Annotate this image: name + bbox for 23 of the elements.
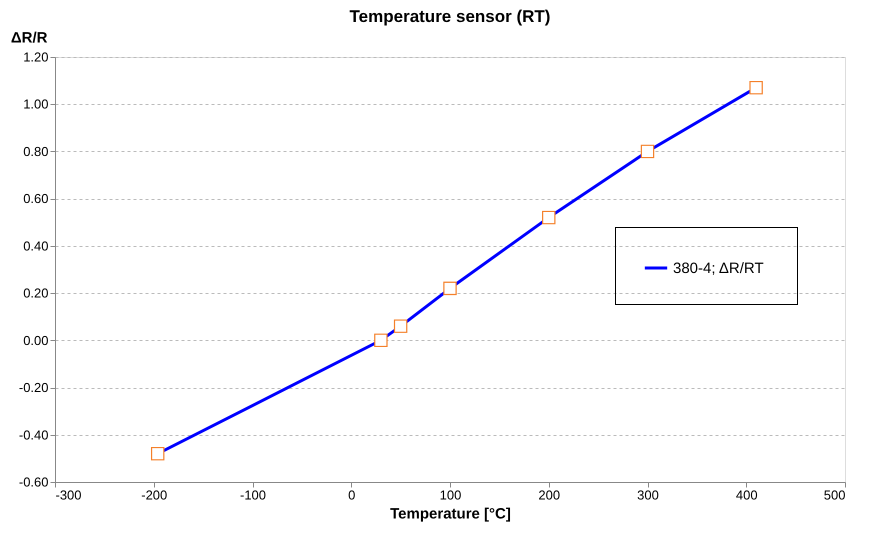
x-tick-label: -100: [240, 488, 266, 502]
legend-label: 380-4; ΔR/RT: [673, 260, 764, 277]
y-tick-label: 0.20: [23, 286, 48, 301]
y-axis-title: ΔR/R: [10, 30, 48, 46]
x-tick-label: 0: [348, 488, 356, 502]
x-tick-label: -300: [56, 488, 82, 502]
x-tick-label: 400: [736, 488, 758, 502]
x-axis-title: Temperature [°C]: [390, 506, 511, 522]
y-tick-label: 0.80: [23, 144, 48, 159]
y-tick-label: 1.20: [23, 50, 48, 64]
x-tick-label: 200: [538, 488, 560, 502]
x-tick-label: 500: [824, 488, 846, 502]
x-tick-label: 100: [440, 488, 462, 502]
y-tick-label: -0.40: [18, 427, 48, 442]
y-tick-label: 0.00: [23, 332, 48, 348]
y-tick-label: 0.60: [23, 191, 48, 206]
chart-title: Temperature sensor (RT): [350, 7, 550, 26]
y-tick-label: -0.20: [18, 380, 48, 396]
x-tick-label: -200: [141, 488, 168, 502]
y-tick-label: 0.40: [23, 238, 48, 254]
y-tick-label: 1.00: [23, 96, 48, 112]
x-tick-label: 300: [637, 488, 659, 502]
y-tick-label: -0.60: [18, 474, 48, 490]
